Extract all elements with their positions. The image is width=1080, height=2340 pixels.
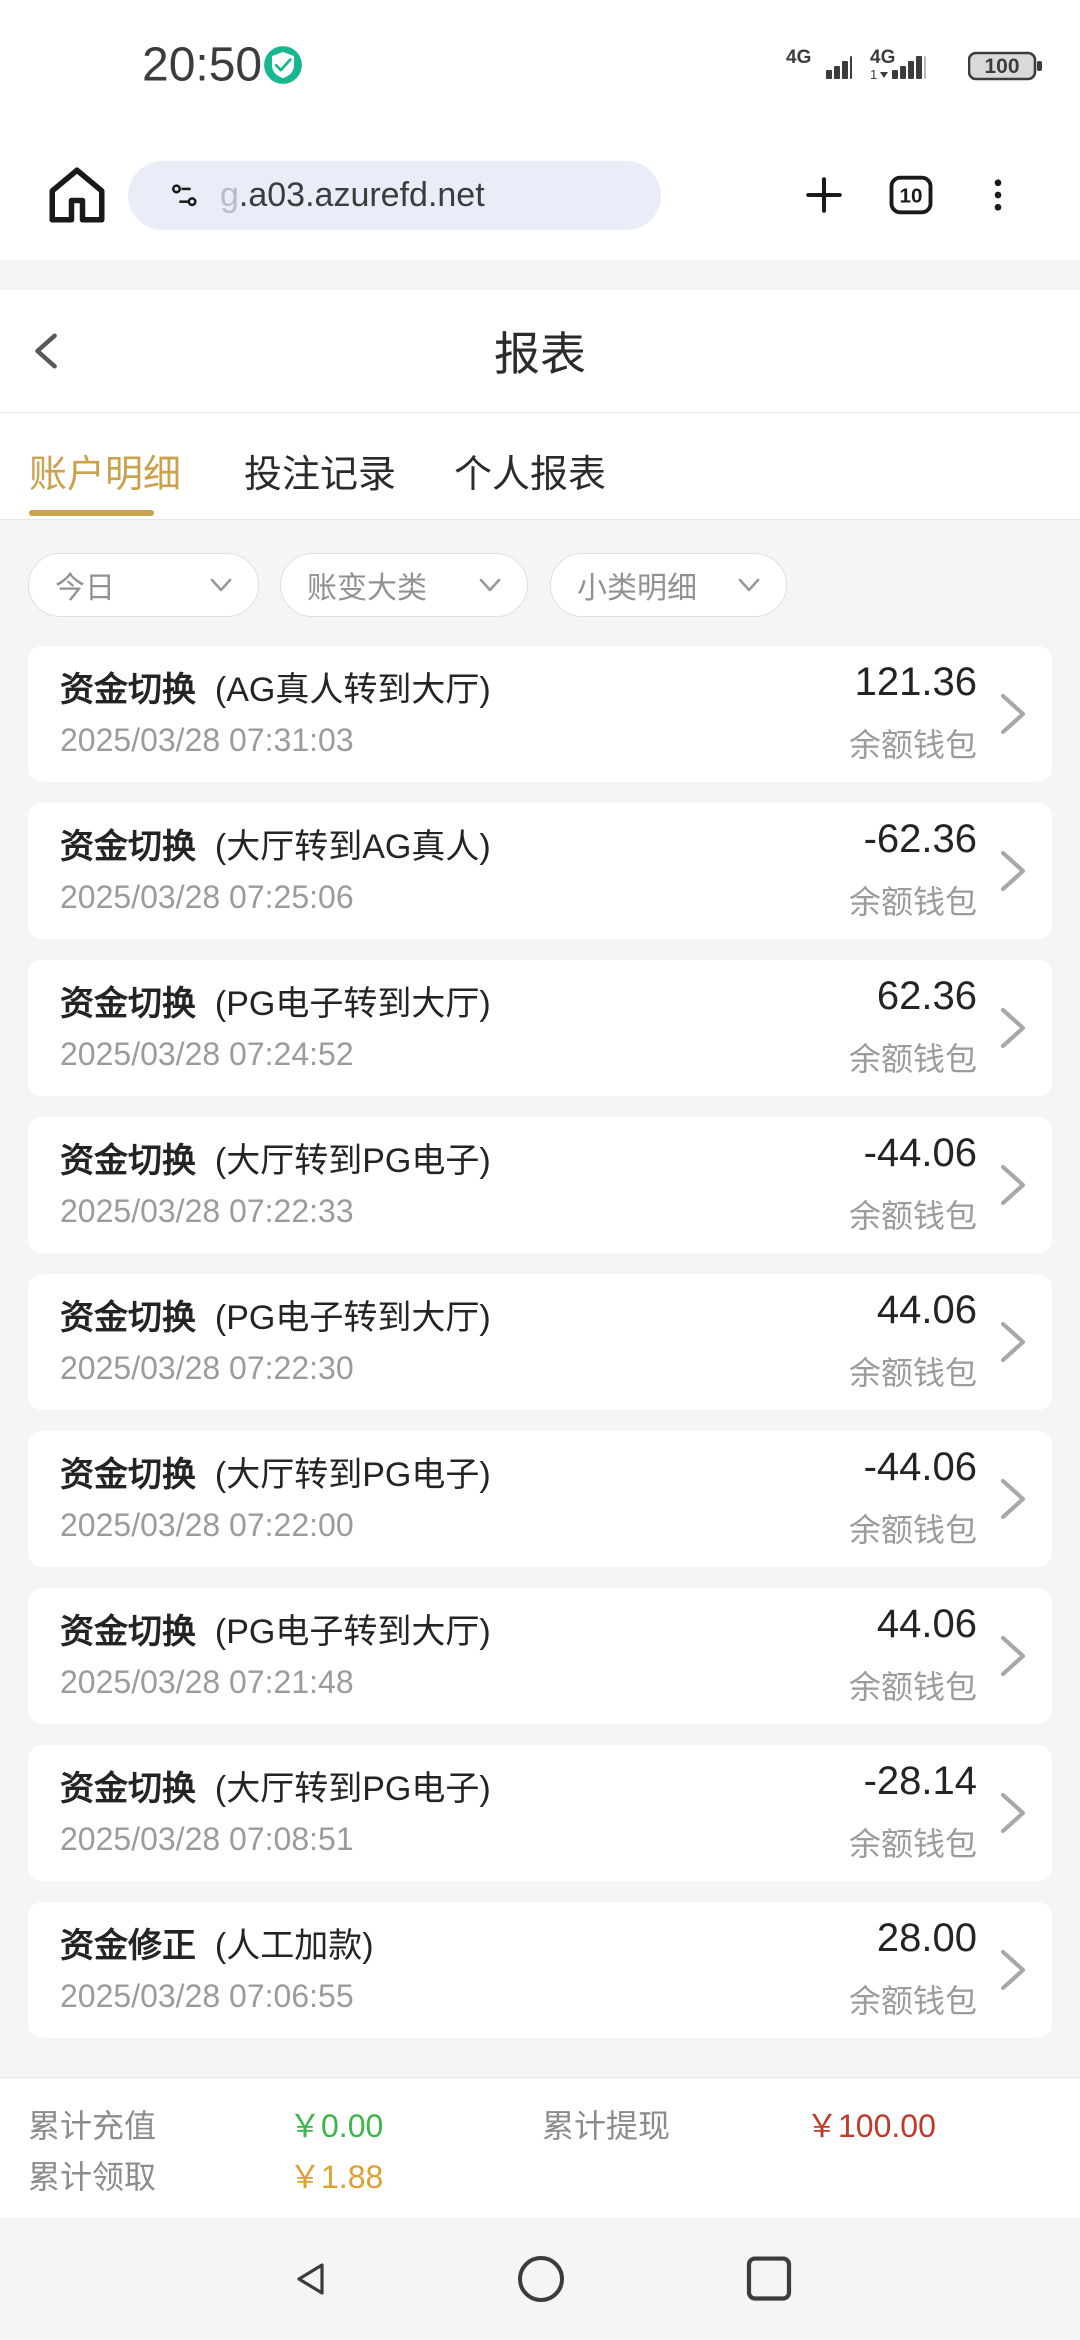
svg-text:10: 10 (900, 185, 923, 208)
svg-text:1: 1 (870, 67, 877, 82)
svg-text:4G: 4G (870, 48, 895, 68)
svg-text:4G: 4G (786, 48, 811, 68)
svg-text:100: 100 (984, 55, 1019, 78)
